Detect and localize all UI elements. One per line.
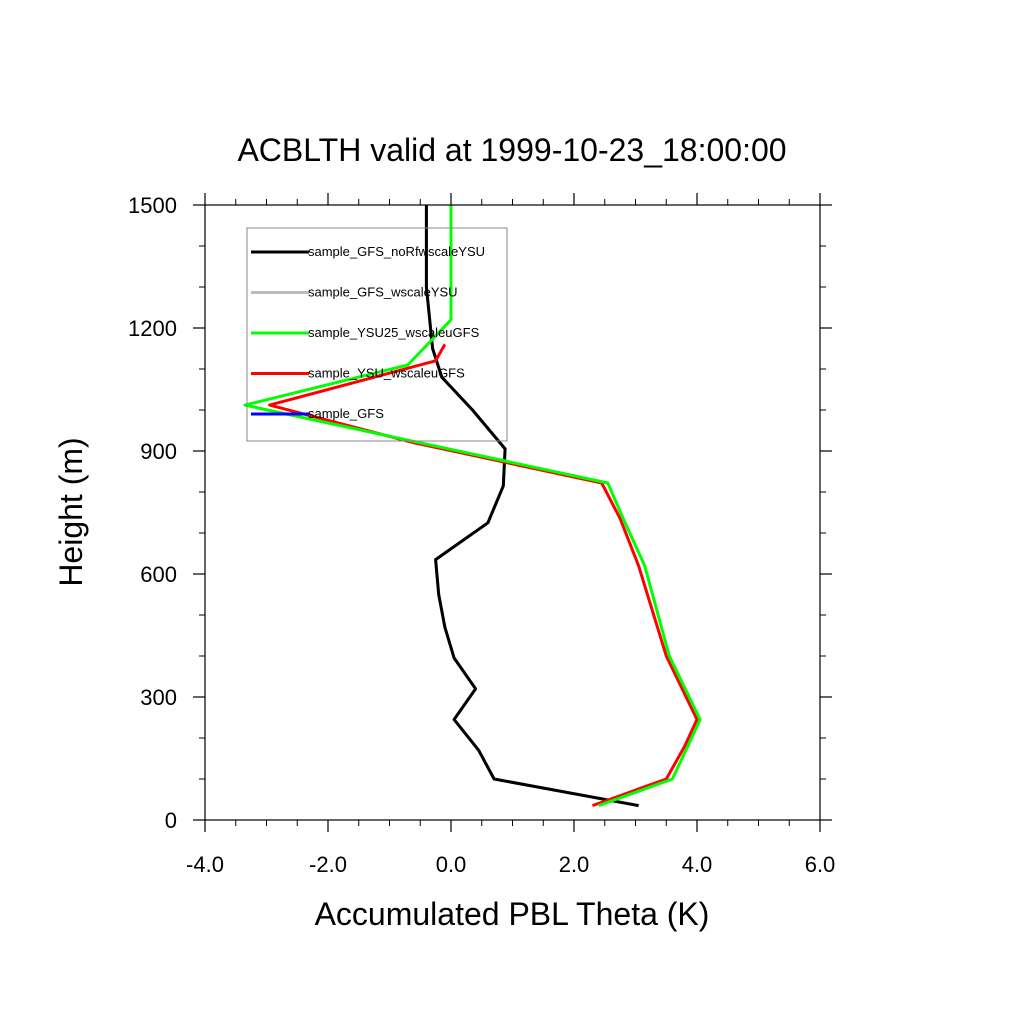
- x-tick-label: 4.0: [682, 852, 713, 877]
- y-tick-label: 600: [140, 562, 177, 587]
- plot-border: [204, 204, 821, 821]
- legend-entry-label: sample_GFS_wscaleYSU: [308, 285, 458, 300]
- legend: sample_GFS_noRfwscaleYSU sample_GFS_wscal…: [246, 227, 508, 442]
- x-tick-label: 6.0: [805, 852, 836, 877]
- legend-entry-label: sample_YSU25_wscaleuGFS: [308, 325, 480, 340]
- legend-entry-label: sample_YSU_wscaleuGFS: [308, 366, 465, 381]
- x-axis-label: Accumulated PBL Theta (K): [315, 896, 710, 932]
- y-tick-label: 300: [140, 685, 177, 710]
- series-line-sample_YSU_wscaleuGFS: [268, 343, 699, 808]
- plot-frame: [204, 204, 821, 821]
- legend-entry-label: sample_GFS: [308, 406, 384, 421]
- y-tick-label: 900: [140, 439, 177, 464]
- series-line-sample_YSU25_wscaleuGFS: [243, 205, 702, 808]
- y-tick-label: 1200: [128, 316, 177, 341]
- y-tick-label: 0: [165, 808, 177, 833]
- x-tick-label: 0.0: [436, 852, 467, 877]
- x-tick-label: -4.0: [186, 852, 224, 877]
- x-tick-label: 2.0: [559, 852, 590, 877]
- legend-entry-label: sample_GFS_noRfwscaleYSU: [308, 244, 485, 259]
- plot-area: [243, 205, 702, 808]
- legend-box: [246, 227, 508, 442]
- axis-ticks: -4.0 -2.0 0.0 2.0 4.0 6.0 0 300 600 900 1200 1500: [128, 193, 835, 877]
- y-axis-label: Height (m): [53, 437, 89, 586]
- y-tick-label: 1500: [128, 193, 177, 218]
- series-line-sample_GFS_noRfwscaleYSU: [424, 205, 639, 808]
- series-layer: [243, 205, 702, 808]
- x-tick-label: -2.0: [309, 852, 347, 877]
- chart-title: ACBLTH valid at 1999-10-23_18:00:00: [237, 132, 786, 168]
